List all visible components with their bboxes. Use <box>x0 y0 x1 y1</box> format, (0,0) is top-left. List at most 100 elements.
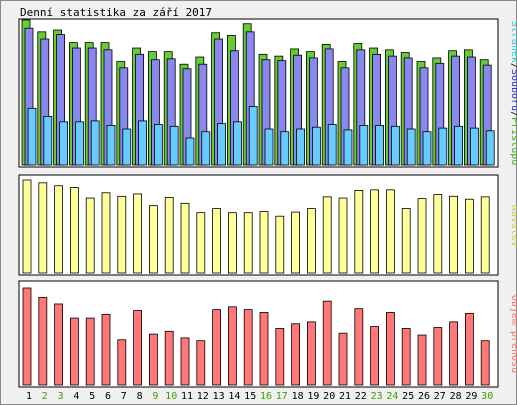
volume-bar <box>449 321 459 386</box>
day-label: 18 <box>292 391 304 402</box>
pages-bar <box>390 125 400 166</box>
pages-bar <box>454 125 464 166</box>
day-label: 28 <box>450 391 462 402</box>
volume-bar <box>38 296 48 386</box>
visits-bar <box>449 195 459 274</box>
pages-bar <box>90 120 100 166</box>
pages-bar <box>327 124 337 166</box>
visits-bar <box>480 196 490 274</box>
visits-bar <box>464 198 474 274</box>
day-label: 15 <box>244 391 256 402</box>
day-label: 17 <box>276 391 288 402</box>
legend-visits: Návštěv <box>509 205 517 247</box>
volume-bar <box>385 312 395 386</box>
volume-bar <box>480 340 490 386</box>
volume-bar <box>433 327 443 386</box>
volume-bar <box>133 310 143 386</box>
volume-bar <box>22 287 32 386</box>
day-label: 8 <box>137 391 143 402</box>
pages-bar <box>27 107 37 166</box>
visits-bar <box>259 211 269 274</box>
volume-bar <box>417 334 427 386</box>
visits-bar <box>101 192 111 274</box>
pages-bar <box>359 125 369 166</box>
pages-bar <box>153 124 163 166</box>
volume-bar <box>338 332 348 386</box>
pages-bar <box>169 125 179 166</box>
pages-bar <box>422 131 432 166</box>
pages-bar <box>122 128 132 166</box>
day-axis-labels: 1 2 3 4 5 6 7 8 9 10 11 12 13 14 15 16 17 18 19 20 21 22 23 24 2… <box>26 391 493 402</box>
pages-bar <box>406 128 416 166</box>
visits-panel: 1588 Návštěv <box>18 174 517 276</box>
visits-bar <box>212 208 222 274</box>
day-label: 27 <box>434 391 446 402</box>
day-label: 13 <box>213 391 225 402</box>
visits-bar <box>70 187 79 274</box>
pages-bar <box>311 126 321 166</box>
hits-files-pages-panel: 16115 Stránek/Souborů/Přístupů <box>18 18 517 168</box>
visits-bars <box>22 179 490 274</box>
day-label: 24 <box>386 391 398 402</box>
pages-bar <box>138 120 148 166</box>
day-label: 21 <box>339 391 351 402</box>
traffic-volume-panel: 514763 Objem přenosu <box>18 280 517 388</box>
legend-files: Souborů <box>509 69 517 111</box>
volume-bar <box>70 317 79 386</box>
pages-bar <box>438 127 448 166</box>
visits-bar <box>117 195 127 274</box>
volume-bar <box>354 308 364 386</box>
volume-bar <box>275 328 285 386</box>
day-label: 29 <box>465 391 477 402</box>
volume-bar <box>117 339 127 386</box>
pages-bar <box>264 128 274 166</box>
visits-bar <box>433 194 443 274</box>
day-label: 23 <box>371 391 383 402</box>
day-label: 26 <box>418 391 430 402</box>
day-label: 14 <box>228 391 240 402</box>
volume-bar <box>101 313 111 386</box>
volume-bar <box>322 300 332 386</box>
pages-bar <box>248 106 258 166</box>
hits-legend: Stránek/Souborů/Přístupů <box>509 21 517 166</box>
pages-bar <box>59 121 68 166</box>
visits-bar <box>148 205 158 274</box>
day-label: 2 <box>42 391 48 402</box>
visits-bar <box>180 202 190 274</box>
day-label: 4 <box>73 391 79 402</box>
day-label: 6 <box>105 391 111 402</box>
volume-bar <box>148 333 158 386</box>
day-label: 22 <box>355 391 367 402</box>
visits-bar <box>370 189 380 274</box>
pages-bar <box>185 137 195 166</box>
visits-bar <box>38 182 48 274</box>
day-label: 20 <box>323 391 335 402</box>
visits-bar <box>22 179 32 274</box>
volume-bar <box>164 330 174 386</box>
traffic-volume-bars <box>22 287 490 386</box>
pages-bar <box>485 130 495 166</box>
pages-bar <box>217 123 227 166</box>
volume-bar <box>212 309 222 386</box>
legend-volume: Objem přenosu <box>509 295 517 373</box>
chart-title: Denní statistika za září 2017 <box>20 6 212 19</box>
visits-bar <box>85 197 95 274</box>
day-label: 3 <box>58 391 64 402</box>
day-label: 11 <box>181 391 193 402</box>
day-label: 1 <box>26 391 32 402</box>
volume-bar <box>370 326 380 386</box>
pages-bar <box>469 127 479 166</box>
visits-bar <box>54 185 63 274</box>
volume-bar <box>180 337 190 386</box>
day-label: 19 <box>307 391 319 402</box>
visits-bar <box>196 212 206 274</box>
visits-bar <box>385 189 395 274</box>
legend-hits: Přístupů <box>509 117 517 165</box>
pages-bar <box>375 125 385 166</box>
legend-pages: Stránek <box>509 21 517 63</box>
visits-bar <box>275 215 285 274</box>
visits-bar <box>243 212 253 274</box>
pages-bar <box>75 121 84 166</box>
